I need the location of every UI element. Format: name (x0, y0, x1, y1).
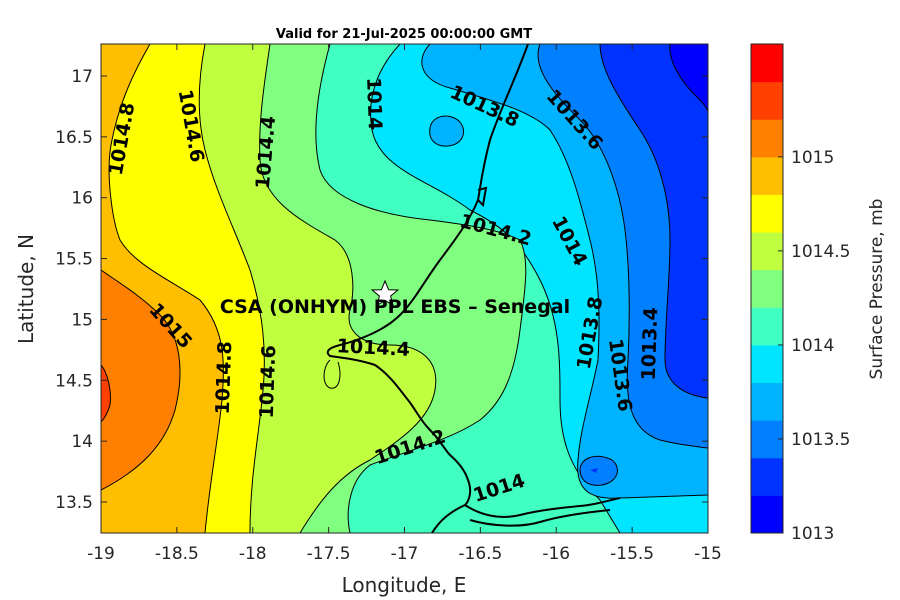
y-tick-label: 15.5 (55, 250, 93, 270)
y-tick-label: 17 (71, 67, 93, 87)
colorbar-tick-label: 1013.5 (791, 430, 850, 450)
x-tick-label: -17 (391, 544, 419, 564)
contour-label: 1014.6 (256, 345, 281, 419)
colorbar-swatch (751, 495, 783, 534)
colorbar-label: Surface Pressure, mb (867, 199, 887, 380)
colorbar-swatch (751, 81, 783, 120)
colorbar-swatch (751, 44, 783, 83)
x-tick-label: -18 (239, 544, 267, 564)
figure-title: Valid for 21-Jul-2025 00:00:00 GMT (276, 27, 532, 42)
contour-label: 1013.4 (638, 307, 663, 381)
y-tick-label: 14.5 (55, 371, 93, 391)
colorbar-swatch (751, 119, 783, 158)
band-1015-2 (101, 364, 111, 423)
low-cell-south (579, 455, 618, 486)
x-tick-label: -15.5 (610, 544, 654, 564)
colorbar-swatch (751, 344, 783, 384)
colorbar-swatch (751, 156, 783, 195)
gambia-river (464, 497, 621, 518)
band-1015 (101, 269, 181, 491)
colorbar-swatch (751, 194, 783, 233)
y-tick-label: 16 (71, 189, 93, 209)
map-plot-area: 1014.8 1014.6 1014.4 1014 1013.8 1013.6 … (101, 44, 708, 533)
y-tick-label: 16.5 (55, 128, 93, 148)
y-axis: 13.5 14 14.5 15 15.5 16 16.5 17 (55, 67, 708, 513)
contour-label: 1014 (362, 77, 386, 131)
low-cell-north (429, 115, 464, 147)
x-tick-label: -18.5 (155, 544, 199, 564)
x-tick-label: -17.5 (307, 544, 351, 564)
x-axis-label: Longitude, E (342, 573, 467, 597)
border-segment (477, 186, 488, 208)
colorbar-tick-label: 1015 (791, 148, 834, 168)
y-tick-label: 15 (71, 310, 93, 330)
colorbar-tick-label: 1013 (791, 524, 834, 544)
island-outline (323, 359, 341, 389)
colorbar-frame (750, 43, 784, 534)
x-tick-label: -16.5 (458, 544, 502, 564)
y-tick-label: 14 (71, 432, 93, 452)
band-1013-2 (599, 44, 708, 399)
colorbar-swatch (751, 307, 783, 346)
x-tick-label: -16 (542, 544, 570, 564)
colorbar-swatch (751, 457, 783, 496)
contour-label: 1014.4 (336, 335, 410, 361)
star-icon (370, 279, 400, 307)
coastline (326, 44, 529, 533)
colorbar-tick-label: 1014.5 (791, 242, 850, 262)
site-label: CSA (ONHYM) PPL EBS – Senegal (220, 296, 570, 318)
colorbar-ticks: 1013 1013.5 1014 1014.5 1015 (778, 148, 850, 544)
contour-label: 1014.8 (212, 341, 237, 415)
colorbar-swatch (751, 232, 783, 271)
colorbar-tick-label: 1014 (791, 336, 834, 356)
x-tick-label: -19 (87, 544, 115, 564)
y-axis-label: Latitude, N (14, 234, 38, 344)
colorbar-swatch (751, 382, 783, 421)
x-axis: -19 -18.5 -18 -17.5 -17 -16.5 -16 -15.5 -15 (87, 44, 722, 564)
gambia-lower-border (469, 509, 611, 527)
colorbar (751, 44, 783, 534)
y-tick-label: 13.5 (55, 493, 93, 513)
x-tick-label: -15 (694, 544, 722, 564)
colorbar-swatch (751, 420, 783, 459)
low-cell-south-inner (590, 468, 598, 473)
colorbar-swatch (751, 269, 783, 308)
